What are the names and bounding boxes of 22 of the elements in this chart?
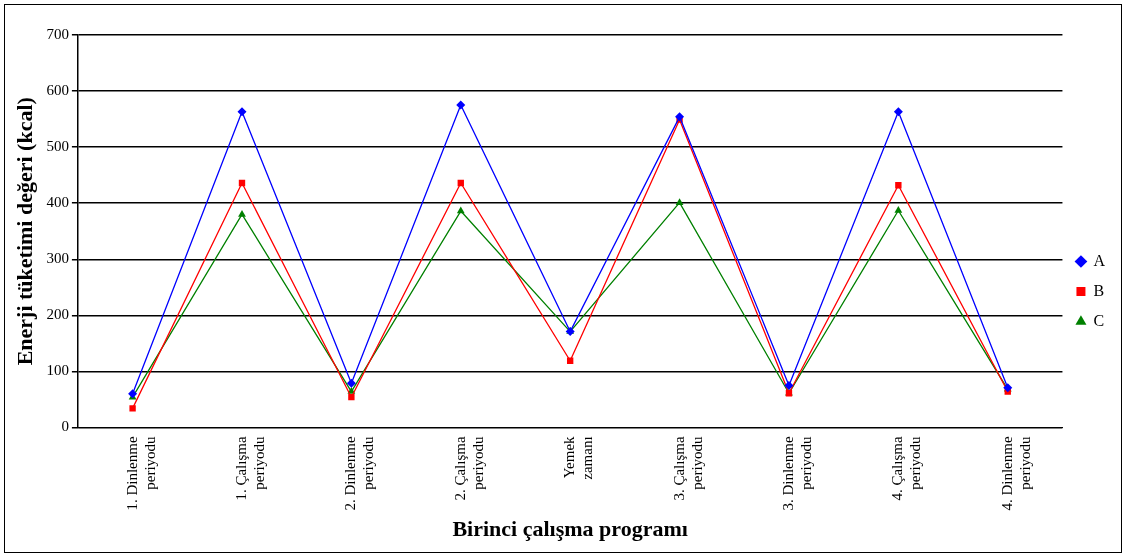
x-tick-label: 3. Dinlenme periyodu [779, 435, 814, 511]
y-tick-label: 400 [46, 194, 69, 211]
x-tick-label: Yemek zamanı [561, 435, 596, 480]
x-tick-label: 4. Çalışma periyodu [889, 435, 924, 501]
y-tick-label: 300 [46, 250, 69, 267]
y-axis-title: Enerji tüketimi değeri (kcal) [11, 97, 37, 366]
legend-label: B [1093, 281, 1105, 299]
y-tick-label: 200 [46, 306, 69, 323]
y-tick-label: 500 [46, 138, 69, 155]
x-tick-label: 1. Dinlenme periyodu [123, 435, 158, 511]
x-tick-label: 4. Dinlenme periyodu [998, 435, 1033, 511]
y-tick-label: 100 [46, 362, 69, 379]
x-tick-label: 2. Dinlenme periyodu [342, 435, 377, 511]
legend-label: C [1093, 311, 1105, 329]
x-tick-label: 1. Çalışma periyodu [232, 435, 267, 501]
y-tick-label: 700 [46, 25, 69, 42]
y-tick-label: 0 [61, 418, 69, 435]
legend-label: A [1093, 251, 1106, 269]
x-axis-title: Birinci çalışma programı [452, 516, 688, 542]
x-tick-label: 2. Çalışma periyodu [451, 435, 486, 501]
x-tick-label: 3. Çalışma periyodu [670, 435, 705, 501]
y-tick-label: 600 [46, 82, 69, 98]
